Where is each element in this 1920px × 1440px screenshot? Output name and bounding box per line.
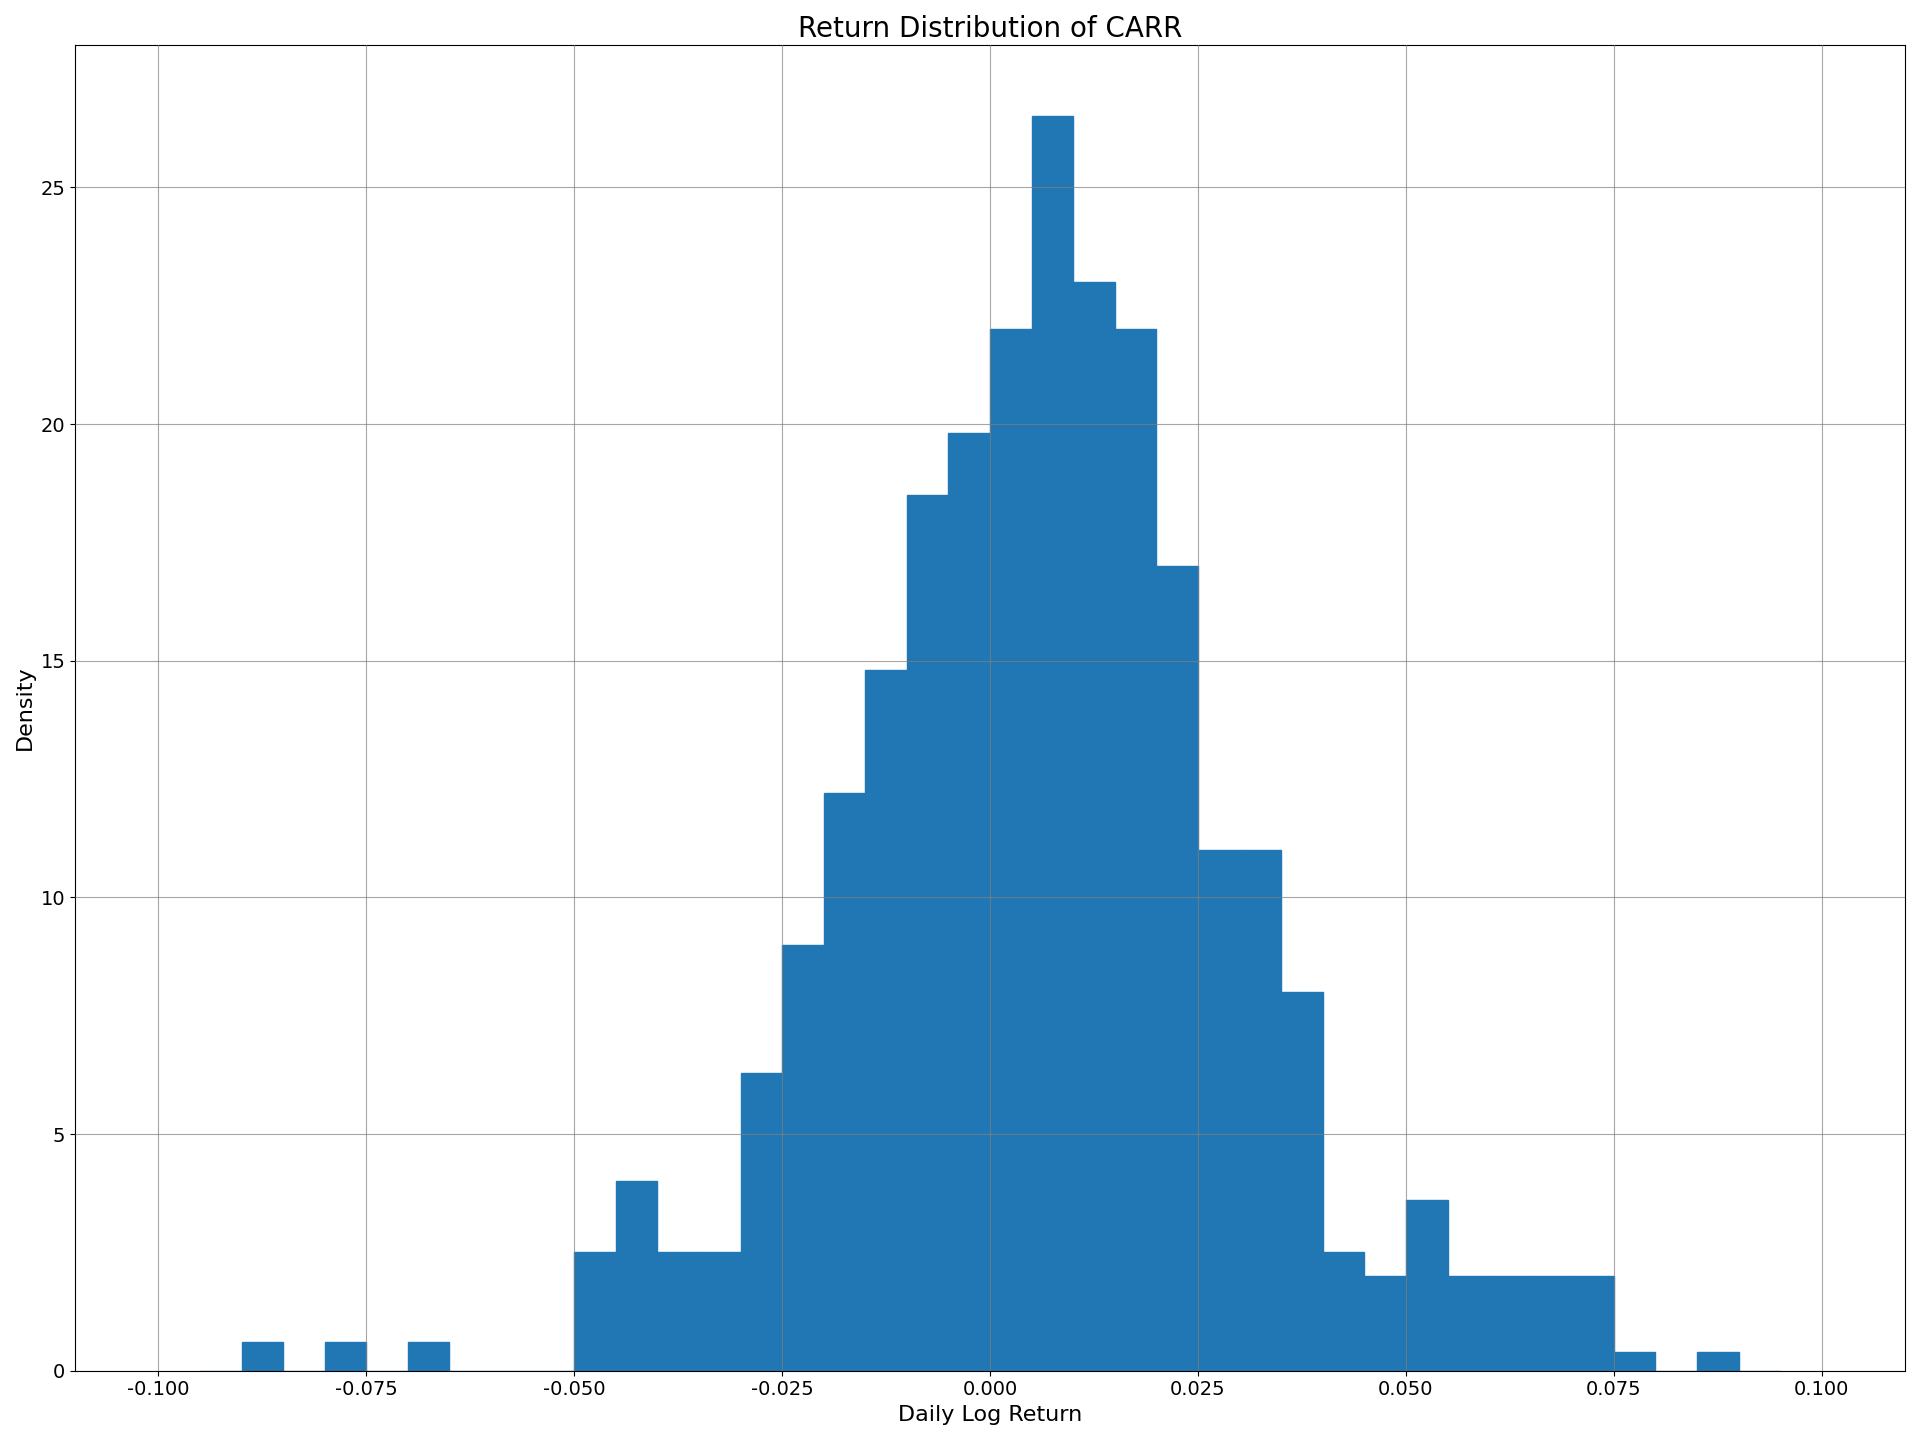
Bar — [699, 1253, 741, 1371]
Bar — [657, 1253, 699, 1371]
Bar — [242, 1342, 282, 1371]
Bar — [741, 1073, 781, 1371]
Bar — [948, 433, 991, 1371]
Bar — [1031, 117, 1073, 1371]
Bar — [1281, 992, 1323, 1371]
Bar — [906, 495, 948, 1371]
Bar — [1198, 850, 1240, 1371]
Bar — [1490, 1276, 1530, 1371]
Bar — [1240, 850, 1281, 1371]
Bar — [407, 1342, 449, 1371]
Bar — [1365, 1276, 1405, 1371]
Bar — [1323, 1253, 1365, 1371]
Bar — [1405, 1201, 1448, 1371]
Bar — [824, 793, 866, 1371]
Bar — [1572, 1276, 1615, 1371]
X-axis label: Daily Log Return: Daily Log Return — [899, 1405, 1083, 1426]
Bar — [616, 1181, 657, 1371]
Title: Return Distribution of CARR: Return Distribution of CARR — [799, 14, 1183, 43]
Bar — [866, 670, 906, 1371]
Bar — [1697, 1352, 1740, 1371]
Bar — [574, 1253, 616, 1371]
Bar — [1615, 1352, 1655, 1371]
Bar — [1116, 330, 1156, 1371]
Bar — [991, 330, 1031, 1371]
Bar — [1530, 1276, 1572, 1371]
Bar — [781, 945, 824, 1371]
Bar — [324, 1342, 367, 1371]
Bar — [1448, 1276, 1490, 1371]
Bar — [1156, 566, 1198, 1371]
Bar — [1073, 282, 1116, 1371]
Y-axis label: Density: Density — [15, 665, 35, 750]
